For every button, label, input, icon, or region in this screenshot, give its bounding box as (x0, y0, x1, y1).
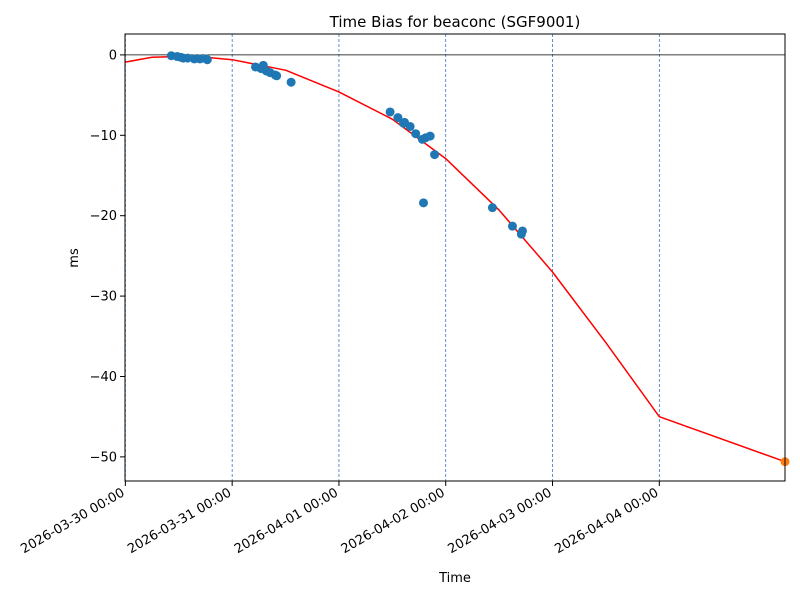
data-point (507, 221, 517, 231)
data-point (202, 55, 212, 65)
data-points-layer (166, 51, 790, 467)
y-tick-label: −40 (90, 370, 117, 385)
y-tick-label: 0 (109, 48, 117, 63)
data-point (418, 198, 428, 208)
plot-border (124, 33, 786, 482)
y-axis-ticks: 0 −10 −20 −30 −40 −50 (90, 48, 125, 465)
plot-background (125, 34, 785, 481)
data-point (411, 129, 421, 139)
data-point (405, 121, 415, 131)
data-point (425, 131, 435, 141)
x-axis-label: Time (438, 571, 471, 586)
data-point (286, 77, 296, 87)
data-point (272, 71, 282, 81)
data-point (393, 113, 403, 123)
y-tick-label: −20 (90, 209, 117, 224)
data-point (430, 150, 440, 160)
y-tick-label: −30 (90, 290, 117, 305)
data-point (517, 226, 527, 236)
y-tick-label: −10 (90, 129, 117, 144)
data-point (487, 203, 497, 213)
data-point (183, 53, 193, 63)
data-point (385, 107, 395, 117)
y-axis-label: ms (67, 248, 82, 268)
plot-area (124, 33, 790, 482)
chart-title: Time Bias for beaconc (SGF9001) (329, 13, 581, 31)
y-tick-label: −50 (90, 450, 117, 465)
data-point (195, 54, 205, 64)
data-point (398, 118, 408, 128)
